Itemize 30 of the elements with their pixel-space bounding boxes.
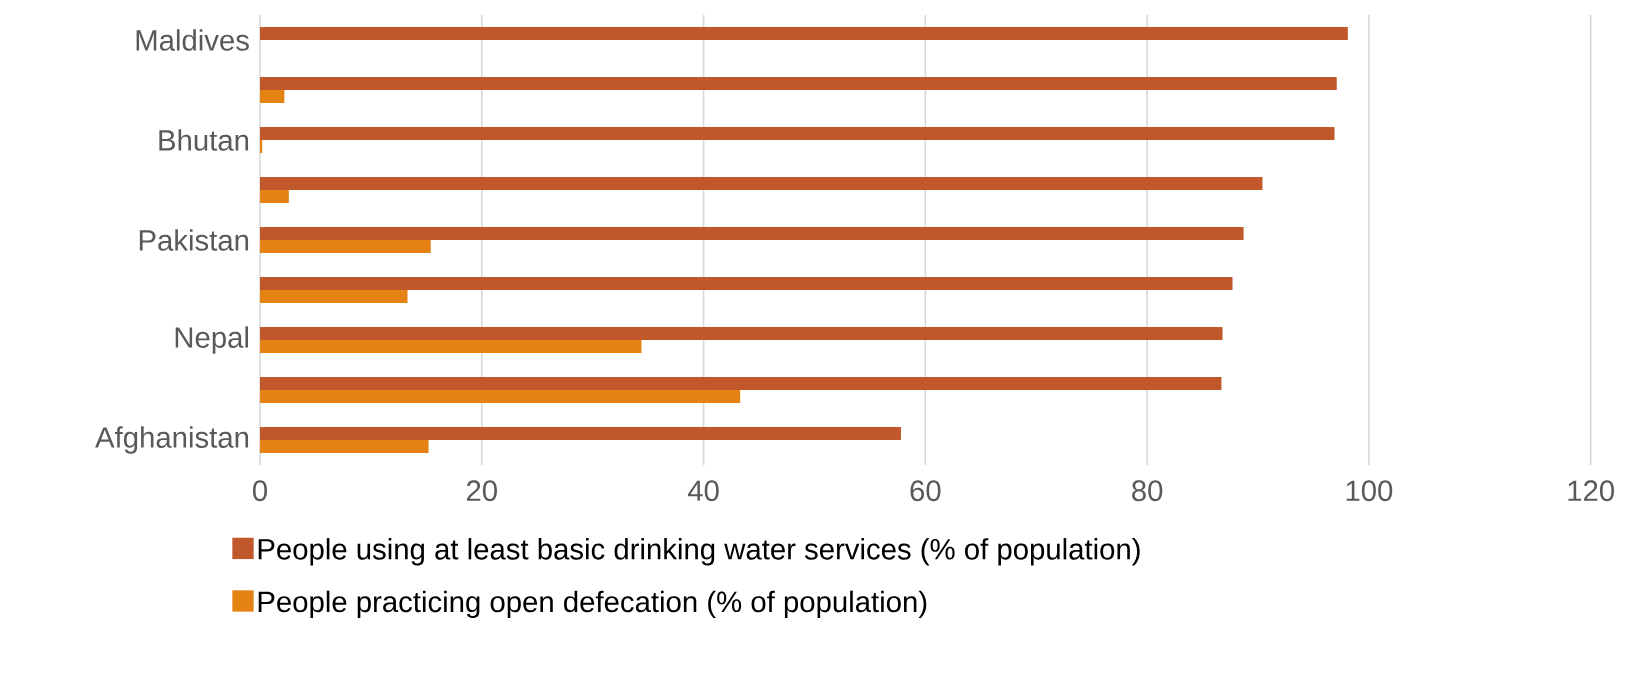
bar: [260, 440, 429, 454]
bar: [260, 390, 741, 403]
bar: [260, 377, 1222, 390]
bar: [260, 177, 1263, 190]
x-tick-label: 60: [910, 480, 941, 502]
bar: [260, 190, 289, 203]
bar: [260, 227, 1244, 240]
y-tick-label: Maldives: [136, 29, 249, 51]
x-tick-label: 20: [466, 480, 497, 502]
bar: [260, 240, 431, 253]
y-tick-label: Bhutan: [159, 129, 249, 151]
legend-label: People using at least basic drinking water services (% of population): [258, 538, 1140, 566]
x-tick-label: 80: [1132, 480, 1163, 502]
x-tick-label: 0: [253, 480, 268, 502]
y-tick-label: Afghanistan: [95, 426, 249, 454]
bar: [260, 277, 1233, 290]
bar: [260, 290, 408, 303]
bar: [260, 427, 901, 440]
y-tick-label: Pakistan: [139, 229, 249, 251]
bar: [260, 90, 285, 103]
bar: [260, 27, 1348, 40]
x-tick-label: 40: [687, 480, 719, 502]
bar: [260, 127, 1335, 140]
y-tick-label: Nepal: [175, 326, 248, 354]
legend-label: People practicing open defecation (% of population): [258, 590, 927, 619]
x-tick-label: 120: [1568, 480, 1614, 502]
bar: [260, 327, 1223, 340]
x-tick-label: 100: [1346, 480, 1393, 502]
bar: [260, 77, 1337, 90]
bar: [260, 340, 642, 353]
